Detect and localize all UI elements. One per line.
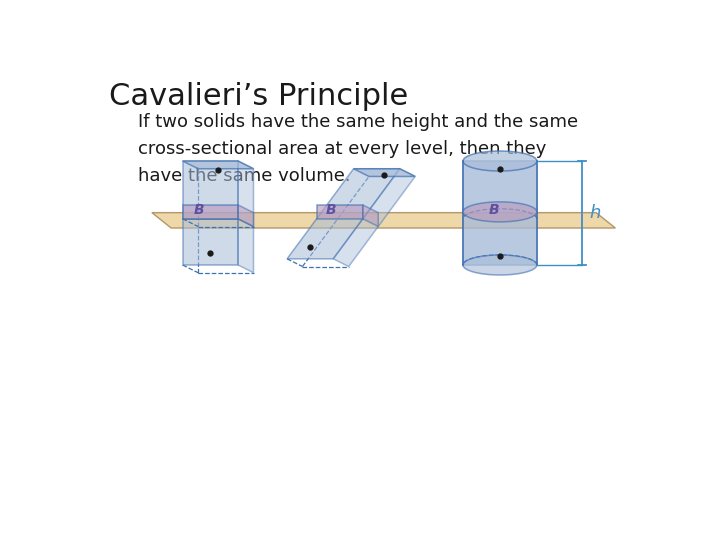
Polygon shape <box>463 161 537 265</box>
Polygon shape <box>354 168 415 177</box>
Polygon shape <box>317 205 363 219</box>
Polygon shape <box>287 168 400 259</box>
Text: B: B <box>489 204 500 217</box>
Text: Cavalieri’s Principle: Cavalieri’s Principle <box>109 82 408 111</box>
Text: If two solids have the same height and the same
cross-sectional area at every le: If two solids have the same height and t… <box>138 112 578 185</box>
Polygon shape <box>152 213 616 228</box>
Ellipse shape <box>463 151 537 171</box>
Text: h: h <box>589 204 600 222</box>
Ellipse shape <box>463 202 537 222</box>
Polygon shape <box>333 168 415 267</box>
Polygon shape <box>183 161 238 219</box>
Polygon shape <box>238 205 253 226</box>
Polygon shape <box>238 161 253 226</box>
Ellipse shape <box>463 255 537 275</box>
Text: B: B <box>194 204 204 217</box>
Polygon shape <box>238 219 253 273</box>
Polygon shape <box>363 205 378 226</box>
Polygon shape <box>183 161 253 168</box>
Polygon shape <box>183 205 238 219</box>
Text: B: B <box>326 204 336 217</box>
Polygon shape <box>183 219 238 265</box>
Polygon shape <box>463 161 537 265</box>
